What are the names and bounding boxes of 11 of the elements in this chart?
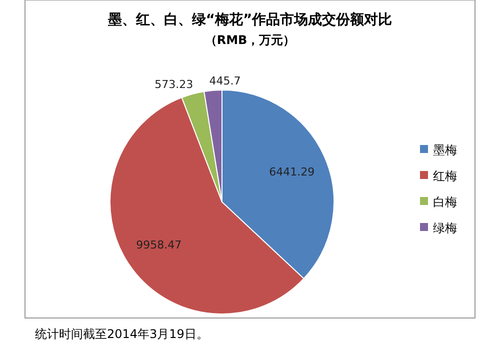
chart-title: 墨、红、白、绿“梅花”作品市场成交份额对比 (106, 11, 392, 28)
text: 统计时间截至2014年3月19日。 (35, 327, 208, 341)
data-label: 9958.47 (136, 238, 182, 252)
chart-subtitle: （RMB，万元） (204, 33, 296, 47)
data-label: 6441.29 (269, 166, 315, 179)
legend-label: 红梅 (433, 169, 457, 184)
legend-label: 墨梅 (433, 143, 457, 158)
legend-label: 白梅 (433, 195, 457, 210)
legend-label: 绿梅 (433, 221, 457, 236)
data-label: 573.23 (154, 78, 194, 92)
data-label: 445.7 (209, 74, 241, 88)
